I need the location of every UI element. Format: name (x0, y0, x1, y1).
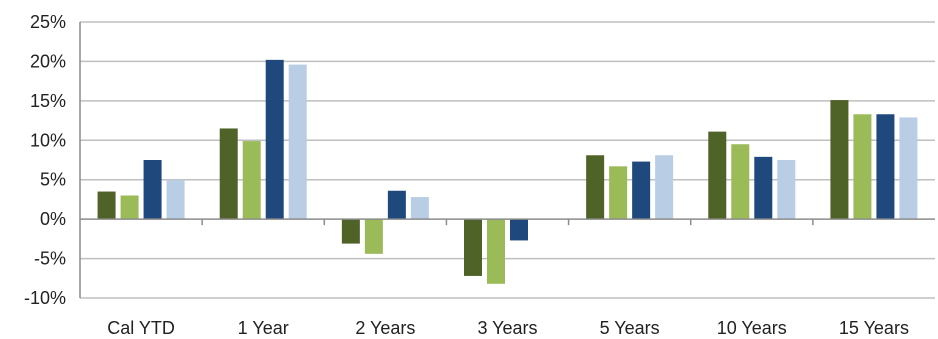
bar (609, 166, 628, 220)
x-category-label: 1 Year (238, 318, 289, 338)
x-category-label: 5 Years (600, 318, 660, 338)
bar (364, 219, 383, 254)
bar (708, 131, 727, 220)
gridlines (80, 21, 935, 299)
y-axis-tick-labels: 25% 20% 15% 10% 5% 0% -5% -10% (24, 12, 66, 308)
bar (166, 179, 185, 220)
bar (731, 144, 750, 220)
x-category-label: 15 Years (839, 318, 909, 338)
y-tick-label: 20% (30, 51, 66, 71)
bars (97, 59, 918, 284)
bar (242, 141, 261, 220)
bar (219, 128, 238, 220)
x-category-label: Cal YTD (107, 318, 175, 338)
bar (632, 161, 651, 220)
axes (79, 22, 935, 298)
bar (830, 100, 849, 220)
bar (143, 160, 162, 220)
bar (876, 114, 895, 220)
bar (510, 219, 528, 241)
bar (754, 156, 773, 220)
bar (586, 155, 605, 220)
bar (464, 219, 482, 276)
y-tick-label: 5% (40, 170, 66, 190)
bar (899, 117, 918, 220)
y-tick-label: -10% (24, 288, 66, 308)
y-tick-label: 10% (30, 130, 66, 150)
x-axis-category-labels: Cal YTD 1 Year 2 Years 3 Years 5 Years 10 Yea… (107, 318, 909, 338)
bar (410, 197, 429, 220)
y-tick-label: 0% (40, 209, 66, 229)
y-tick-label: 15% (30, 91, 66, 111)
bar (387, 190, 406, 220)
y-tick-label: -5% (34, 249, 66, 269)
x-category-label: 2 Years (355, 318, 415, 338)
bar (97, 191, 116, 220)
bar (288, 64, 307, 220)
bar (853, 114, 872, 220)
bar (655, 155, 674, 220)
bar (341, 219, 360, 244)
bar (265, 59, 284, 220)
bar (120, 195, 139, 220)
x-category-label: 3 Years (477, 318, 537, 338)
bar (487, 219, 505, 284)
bar (777, 160, 796, 220)
y-tick-label: 25% (30, 12, 66, 32)
x-category-label: 10 Years (717, 318, 787, 338)
